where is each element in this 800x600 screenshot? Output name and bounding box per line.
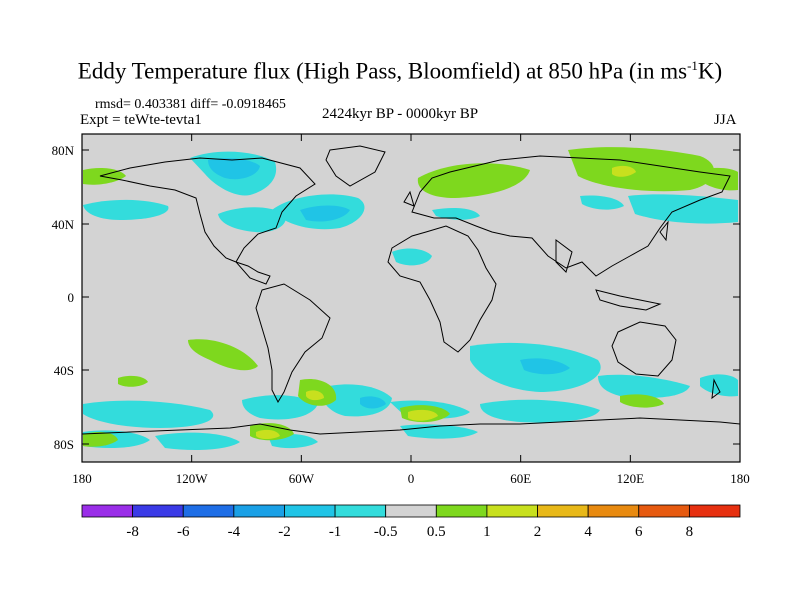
coast-japan: [659, 220, 669, 242]
coast-north-america: [99, 157, 316, 285]
colorbar-swatch: [587, 504, 640, 518]
colorbar-label: -8: [126, 524, 139, 540]
colorbar-label: -0.5: [374, 524, 398, 540]
colorbar-label: -2: [278, 524, 291, 540]
coastlines: [82, 145, 740, 435]
season-label: JJA: [714, 112, 737, 128]
colorbar-label: 4: [584, 524, 592, 540]
lat-tick-label: 0: [68, 290, 75, 305]
stronger-negative-regions: [208, 158, 570, 409]
coast-europe-africa: [387, 225, 497, 353]
colorbar-label: -1: [329, 524, 342, 540]
plot-title: Eddy Temperature flux (High Pass, Bloomf…: [77, 58, 723, 84]
stats-label: rmsd= 0.403381 diff= -0.0918465: [95, 97, 286, 112]
negative-anomaly-regions: [83, 151, 738, 450]
colorbar-label: 6: [635, 524, 643, 540]
coast-britain: [403, 190, 415, 207]
colorbar-label: -4: [228, 524, 241, 540]
lat-tick-label: 40N: [52, 217, 75, 232]
colorbar-swatch: [284, 504, 336, 518]
coast-eurasia: [411, 155, 731, 277]
coast-greenland: [325, 145, 386, 187]
colorbar-swatch: [486, 504, 538, 518]
colorbar-label: 1: [483, 524, 491, 540]
colorbar-swatch: [81, 504, 134, 518]
axis-ticks: 80N 40N 0 40S 80S 180 120W 60W 0 60E 120E 180: [52, 134, 750, 486]
lat-tick-label: 80N: [52, 143, 75, 158]
period-label: 2424kyr BP - 0000kyr BP: [322, 106, 479, 122]
coast-india: [555, 239, 573, 273]
coast-indonesia: [595, 289, 662, 311]
colorbar-swatch: [334, 504, 387, 518]
colorbar: -8 -6 -4 -2 -1 -0.5 0.5 1 2 4 6 8: [81, 504, 741, 540]
colorbar-swatch: [638, 504, 690, 518]
experiment-label: Expt = teWte-tevta1: [80, 112, 202, 128]
coast-australia: [611, 321, 677, 377]
lon-tick-label: 0: [408, 471, 415, 486]
positive-anomaly-regions: [83, 147, 738, 447]
colorbar-label: -6: [177, 524, 190, 540]
colorbar-swatch: [435, 504, 488, 518]
stronger-positive-regions: [256, 165, 636, 439]
coast-south-america: [255, 283, 331, 404]
colorbar-swatch: [182, 504, 235, 518]
colorbar-swatch: [385, 504, 437, 518]
lon-tick-label: 60W: [289, 471, 315, 486]
coast-new-zealand: [711, 378, 721, 400]
colorbar-label: 8: [686, 524, 694, 540]
lon-tick-label: 60E: [510, 471, 531, 486]
colorbar-label: 2: [534, 524, 542, 540]
anomaly-field: [83, 147, 738, 450]
colorbar-swatch: [537, 504, 589, 518]
coast-antarctica: [82, 417, 740, 435]
colorbar-label: 0.5: [427, 524, 446, 540]
lat-tick-label: 40S: [54, 363, 74, 378]
lat-tick-label: 80S: [54, 437, 74, 452]
lon-tick-label: 120E: [617, 471, 645, 486]
colorbar-swatch: [688, 504, 741, 518]
lon-tick-label: 180: [72, 471, 92, 486]
colorbar-swatch: [233, 504, 285, 518]
lon-tick-label: 180: [730, 471, 750, 486]
lon-tick-label: 120W: [176, 471, 209, 486]
colorbar-swatch: [132, 504, 184, 518]
